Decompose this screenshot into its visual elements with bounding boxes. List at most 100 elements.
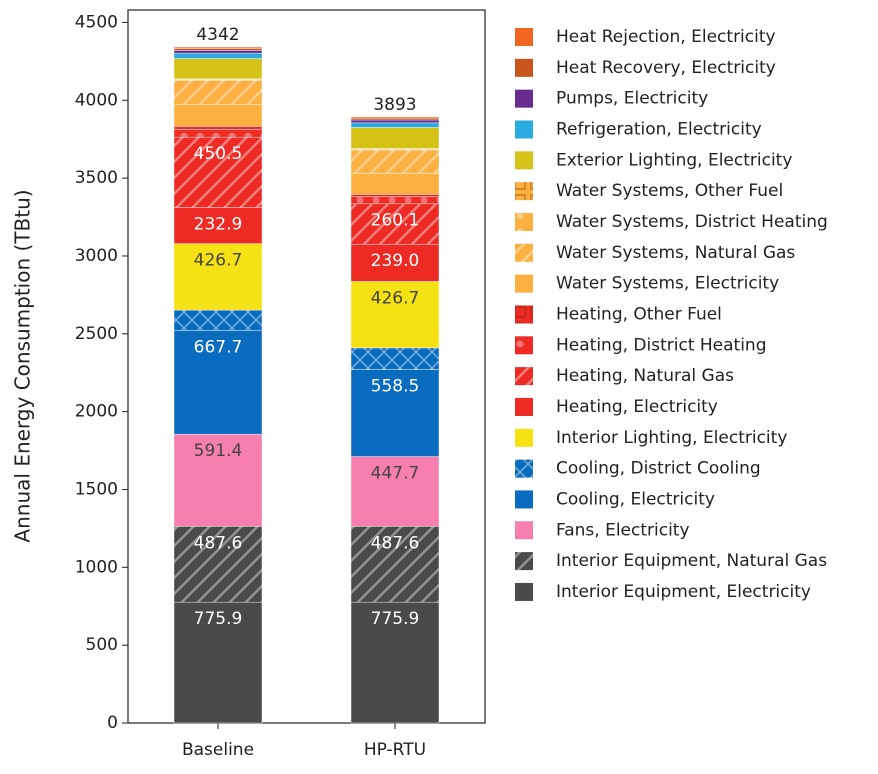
y-tick-label: 4500: [75, 12, 118, 32]
bar-segment: [350, 116, 440, 119]
legend-swatch: [515, 182, 533, 201]
legend-label: Heat Rejection, Electricity: [556, 27, 776, 47]
bar-segment: [173, 50, 263, 54]
legend-label: Water Systems, Natural Gas: [556, 243, 795, 263]
legend-label: Heating, Electricity: [556, 397, 718, 417]
legend-swatch: [515, 490, 533, 509]
legend-label: Water Systems, District Heating: [556, 212, 828, 232]
bar-segment: [350, 122, 440, 128]
y-tick-label: 3500: [75, 168, 118, 188]
y-tick-label: 500: [86, 635, 118, 655]
legend-label: Heating, Other Fuel: [556, 304, 722, 324]
y-tick-label: 2500: [75, 324, 118, 344]
bar-segment: [173, 433, 263, 527]
legend-label: Interior Lighting, Electricity: [556, 428, 787, 448]
bar-segment: [173, 104, 263, 127]
bar-segment: [350, 243, 440, 282]
legend-label: Heating, District Heating: [556, 335, 767, 355]
legend-swatch: [515, 552, 533, 571]
legend-label: Refrigeration, Electricity: [556, 119, 762, 139]
bar-segment: [350, 119, 440, 124]
y-tick-label: 4000: [75, 90, 118, 110]
legend-swatch: [515, 521, 533, 540]
bar-segment: [350, 194, 440, 198]
y-tick-label: 3000: [75, 246, 118, 266]
value-label: 447.7: [371, 464, 420, 484]
legend-swatch: [515, 397, 533, 416]
bar-segment: [173, 526, 263, 603]
legend-swatch: [515, 243, 533, 262]
bar-segment: [350, 601, 440, 724]
bar-segment: [350, 526, 440, 603]
legend-swatch: [515, 274, 533, 293]
legend-label: Pumps, Electricity: [556, 89, 708, 109]
legend-swatch: [515, 305, 533, 324]
bar-segment: [173, 52, 263, 59]
value-label: 558.5: [371, 377, 420, 397]
value-label: 775.9: [194, 609, 243, 629]
y-tick-label: 1000: [75, 557, 118, 577]
total-label: 4342: [196, 25, 239, 45]
y-axis-label: Annual Energy Consumption (TBtu): [11, 189, 35, 542]
x-tick-label: HP-RTU: [364, 740, 426, 760]
bar-segment: [350, 127, 440, 149]
x-tick-label: Baseline: [182, 740, 254, 760]
legend-label: Water Systems, Electricity: [556, 274, 779, 294]
bar-segment: [173, 80, 263, 105]
value-label: 260.1: [371, 211, 420, 231]
legend-swatch: [515, 336, 533, 355]
bar-segment: [350, 196, 440, 205]
bar-segment: [350, 456, 440, 527]
value-label: 450.5: [194, 144, 243, 164]
legend-swatch: [515, 89, 533, 108]
bar-segment: [173, 309, 263, 331]
legend-swatch: [515, 120, 533, 139]
value-label: 591.4: [194, 441, 243, 461]
bar-segment: [350, 369, 440, 457]
legend-swatch: [515, 367, 533, 386]
value-label: 426.7: [371, 288, 420, 308]
legend-swatch: [515, 28, 533, 46]
value-label: 426.7: [194, 251, 243, 271]
total-label: 3893: [373, 95, 416, 115]
value-label: 667.7: [194, 337, 243, 357]
legend-label: Exterior Lighting, Electricity: [556, 150, 792, 170]
value-label: 239.0: [371, 251, 420, 271]
bar-segment: [350, 173, 440, 195]
legend-swatch: [515, 459, 533, 478]
legend-swatch: [515, 58, 533, 77]
legend-swatch: [515, 151, 533, 170]
bar-segment: [173, 46, 263, 49]
legend-label: Cooling, District Cooling: [556, 459, 761, 479]
y-tick-label: 1500: [75, 479, 118, 499]
legend-label: Heating, Natural Gas: [556, 366, 734, 386]
legend-label: Cooling, Electricity: [556, 489, 715, 509]
bar-segment: [173, 243, 263, 311]
legend-label: Water Systems, Other Fuel: [556, 181, 783, 201]
bar-segment: [173, 58, 263, 80]
bar-segment: [350, 347, 440, 370]
legend-label: Interior Equipment, Natural Gas: [556, 551, 827, 571]
y-tick-label: 0: [107, 713, 118, 733]
legend-label: Interior Equipment, Electricity: [556, 582, 811, 602]
bar-segment: [350, 149, 440, 174]
bar-segment: [350, 281, 440, 349]
legend-swatch: [515, 428, 533, 447]
legend-swatch: [515, 582, 533, 601]
bar-segment: [173, 329, 263, 435]
value-label: 487.6: [371, 533, 420, 553]
value-label: 775.9: [371, 609, 420, 629]
bar-segment: [350, 203, 440, 245]
value-label: 232.9: [194, 214, 243, 234]
y-tick-label: 2000: [75, 402, 118, 422]
plot-frame: [127, 9, 486, 724]
bar-segment: [173, 126, 263, 130]
legend-label: Fans, Electricity: [556, 520, 690, 540]
bar-segment: [173, 129, 263, 138]
bar-segment: [173, 136, 263, 208]
bar-segment: [173, 601, 263, 724]
legend-swatch: [515, 212, 533, 231]
value-label: 487.6: [194, 533, 243, 553]
